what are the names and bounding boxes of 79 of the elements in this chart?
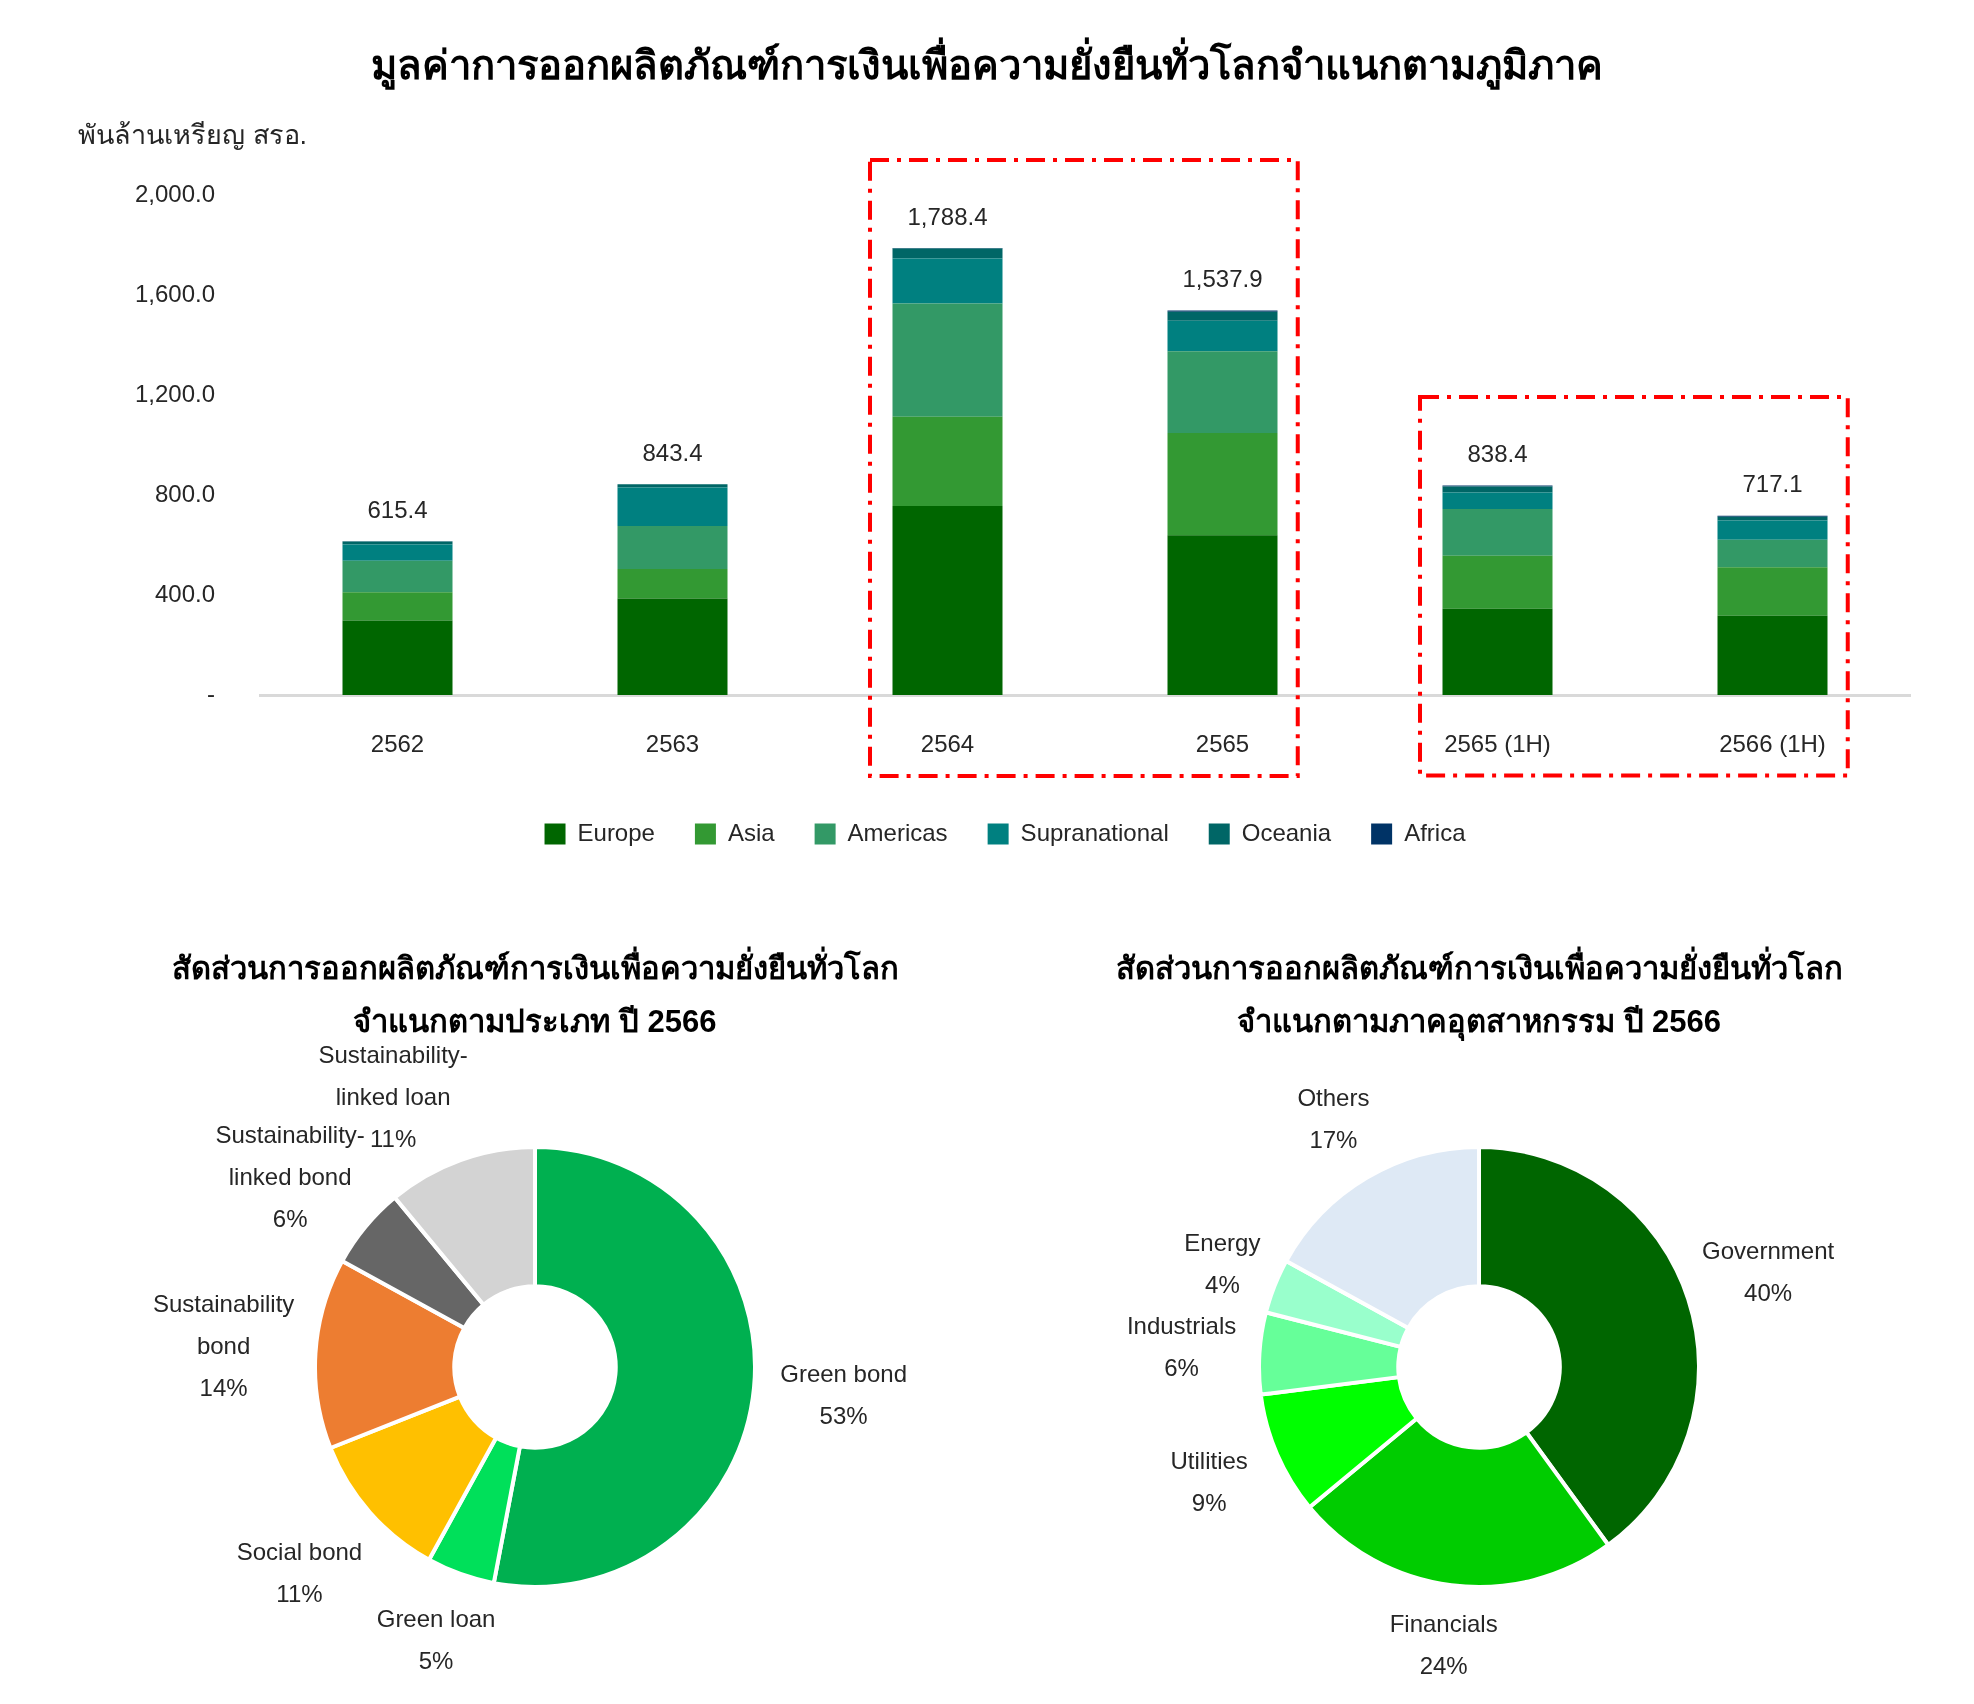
y-tick-label: 400.0	[154, 579, 215, 607]
data-label: 6%	[1164, 1353, 1199, 1381]
bar	[1167, 433, 1278, 536]
data-label: 11%	[276, 1580, 323, 1608]
y-tick-label: -	[207, 679, 215, 707]
bar	[342, 544, 453, 561]
bar	[1442, 608, 1553, 695]
x-tick-label: 2565	[1195, 730, 1250, 758]
x-tick-label: 2564	[920, 730, 975, 758]
bar	[1167, 320, 1278, 352]
y-tick-label: 1,200.0	[134, 379, 215, 407]
bar	[892, 416, 1003, 506]
total-label: 1,788.4	[907, 202, 988, 230]
bar	[342, 560, 453, 593]
bar	[1717, 539, 1828, 568]
x-tick-label: 2563	[645, 730, 700, 758]
legend-label: Europe	[577, 818, 655, 846]
bar	[1717, 520, 1828, 540]
bar	[617, 487, 728, 526]
bar	[892, 248, 1003, 259]
bar	[892, 258, 1003, 304]
total-label: 615.4	[367, 495, 428, 523]
slice-label: Utilities	[1170, 1447, 1248, 1475]
data-label: 40%	[1744, 1278, 1793, 1306]
bar	[1442, 555, 1553, 609]
bar	[617, 569, 728, 599]
bar	[1442, 509, 1553, 556]
legend-label: Africa	[1404, 818, 1467, 846]
data-label: 24%	[1419, 1652, 1468, 1680]
bar	[1442, 492, 1553, 509]
bar	[1167, 311, 1278, 321]
data-label: 14%	[199, 1374, 248, 1402]
legend-label: Asia	[727, 818, 776, 846]
slice-label: Green loan	[376, 1605, 496, 1633]
x-tick-label: 2565 (1H)	[1444, 730, 1551, 758]
legend-label: Oceania	[1241, 818, 1332, 846]
y-tick-label: 1,600.0	[134, 279, 215, 307]
x-tick-label: 2566 (1H)	[1719, 730, 1826, 758]
bar	[892, 303, 1003, 417]
total-label: 1,537.9	[1182, 265, 1263, 293]
total-label: 838.4	[1467, 440, 1528, 468]
bar	[617, 598, 728, 695]
slice-label: Social bond	[236, 1538, 363, 1566]
y-tick-label: 2,000.0	[134, 179, 215, 207]
slice-label: Government	[1702, 1236, 1835, 1264]
x-tick-label: 2562	[370, 730, 425, 758]
chart-title: มูลค่าการออกผลิตภัณฑ์การเงินเพื่อความยั่งยืนทั่วโลกจำแนกตามภูมิภาค	[371, 38, 1603, 92]
slice-label: Others	[1297, 1084, 1370, 1112]
bar	[1717, 615, 1828, 695]
bar	[342, 592, 453, 621]
bar	[1167, 351, 1278, 433]
bar	[342, 620, 453, 695]
bar	[1442, 486, 1553, 493]
data-label: 53%	[819, 1401, 868, 1429]
slice-label: Sustainability-linked bond	[215, 1121, 365, 1191]
bar	[1167, 535, 1278, 695]
legend-label: Supranational	[1020, 818, 1169, 846]
chart-title: สัดส่วนการออกผลิตภัณฑ์การเงินเพื่อความยั่งยืนทั่วโลก จำแนกตามภาคอุตสาหกรรม ปี 2566	[1115, 945, 1843, 1043]
data-label: 9%	[1191, 1489, 1227, 1517]
bar	[892, 506, 1003, 695]
slice-label: Sustainability-linked loan	[318, 1040, 468, 1110]
data-label: 6%	[272, 1205, 308, 1233]
slice-label: Sustainability bond	[152, 1290, 295, 1360]
bar	[1717, 567, 1828, 616]
y-tick-label: 800.0	[154, 479, 215, 507]
y-axis-title: พันล้านเหรียญ สรอ.	[78, 119, 308, 152]
slice-label: Green bond	[780, 1359, 908, 1387]
slice-label: Energy	[1184, 1229, 1261, 1257]
slice-label: Industrials	[1126, 1311, 1237, 1339]
bar	[617, 526, 728, 569]
data-label: 11%	[369, 1124, 417, 1152]
total-label: 843.4	[642, 438, 703, 466]
slice-label: Financials	[1389, 1610, 1498, 1638]
legend-label: Americas	[847, 818, 948, 846]
data-label: 5%	[418, 1647, 454, 1675]
bar	[1717, 516, 1828, 521]
data-label: 4%	[1205, 1271, 1240, 1299]
data-label: 17%	[1309, 1126, 1358, 1154]
total-label: 717.1	[1742, 470, 1803, 498]
